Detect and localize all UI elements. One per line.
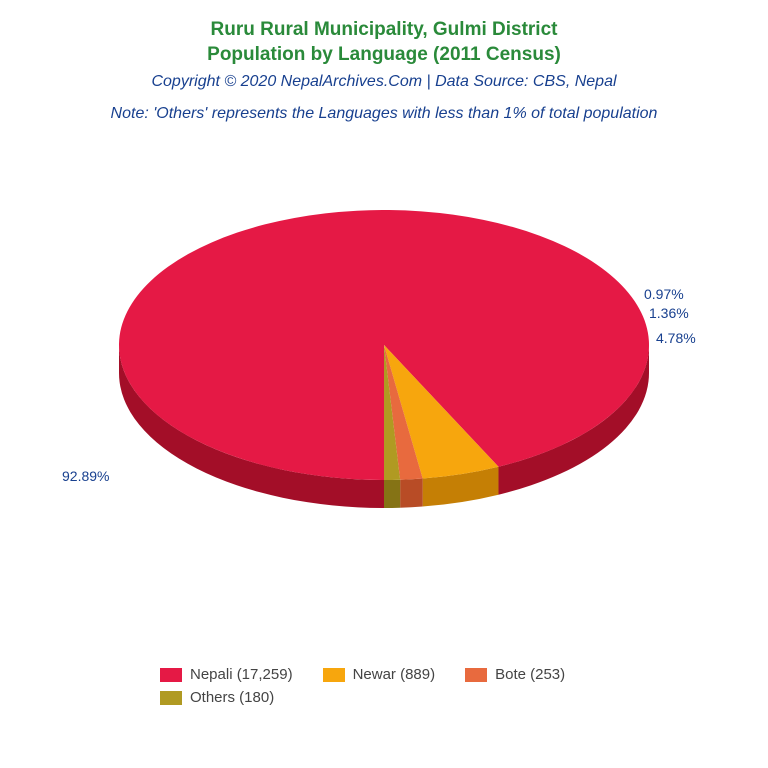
legend-label: Others (180) xyxy=(190,689,274,706)
legend-row: Nepali (17,259) Newar (889) Bote (253) Othe… xyxy=(160,666,640,712)
legend-swatch xyxy=(465,668,487,682)
title-line-1: Ruru Rural Municipality, Gulmi District xyxy=(0,18,768,43)
legend-swatch xyxy=(323,668,345,682)
legend-item-1: Newar (889) xyxy=(323,666,436,683)
legend-swatch xyxy=(160,668,182,682)
title-line-2: Population by Language (2011 Census) xyxy=(0,43,768,68)
legend-item-3: Others (180) xyxy=(160,689,274,706)
pct-label-newar: 4.78% xyxy=(656,330,696,346)
pct-label-bote: 1.36% xyxy=(649,305,689,321)
legend-item-0: Nepali (17,259) xyxy=(160,666,293,683)
pct-label-others: 0.97% xyxy=(644,286,684,302)
legend-label: Bote (253) xyxy=(495,666,565,683)
pct-label-nepali: 92.89% xyxy=(62,468,109,484)
legend-item-2: Bote (253) xyxy=(465,666,565,683)
legend-label: Newar (889) xyxy=(353,666,436,683)
pie-svg xyxy=(84,190,684,540)
note-text: Note: 'Others' represents the Languages … xyxy=(0,105,768,123)
legend-label: Nepali (17,259) xyxy=(190,666,293,683)
copyright-text: Copyright © 2020 NepalArchives.Com | Dat… xyxy=(0,73,768,91)
chart-header: Ruru Rural Municipality, Gulmi District … xyxy=(0,0,768,123)
pie-chart: 0.97%1.36%4.78%92.89% xyxy=(84,190,684,540)
legend-swatch xyxy=(160,691,182,705)
legend: Nepali (17,259) Newar (889) Bote (253) Othe… xyxy=(160,666,640,712)
